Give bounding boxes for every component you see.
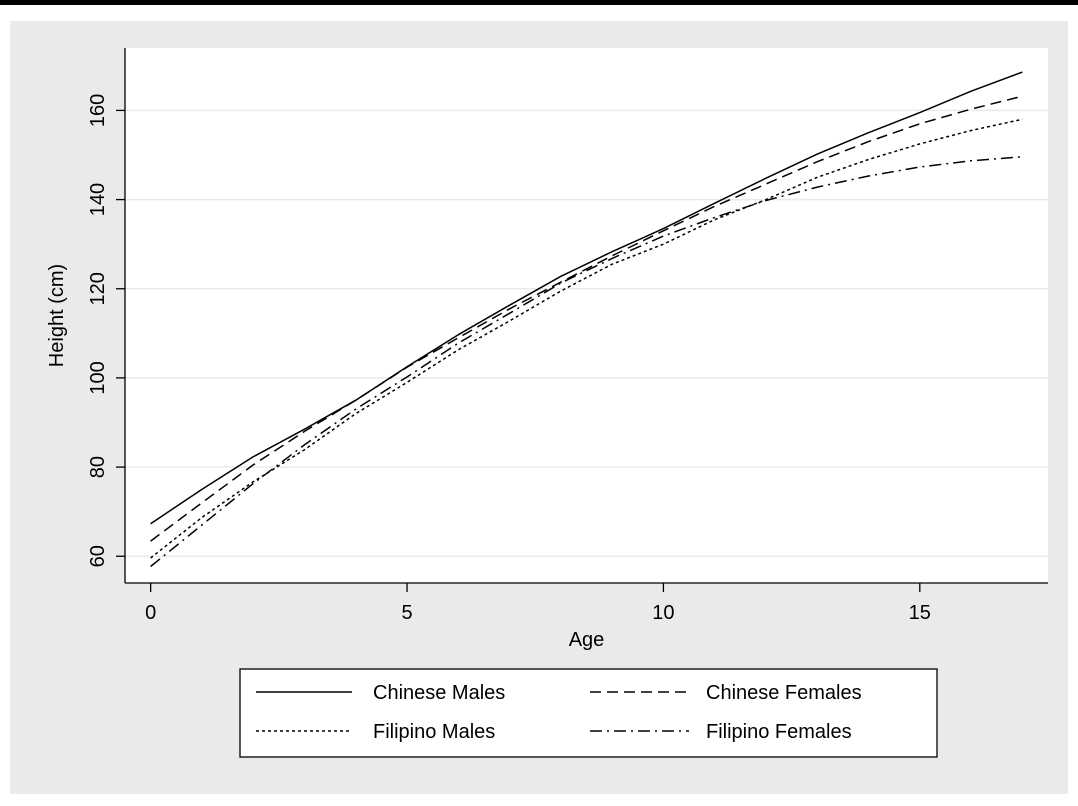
series-lines xyxy=(150,71,1023,568)
y-tick-label: 80 xyxy=(87,456,109,478)
x-tick-label: 15 xyxy=(909,602,931,624)
top-rule xyxy=(0,0,1078,5)
series-line-filipino-males xyxy=(150,118,1023,559)
y-axis-title: Height (cm) xyxy=(46,264,68,367)
series-line-chinese-males xyxy=(150,71,1023,525)
legend-label: Filipino Females xyxy=(706,721,852,743)
series-line-chinese-females xyxy=(150,95,1023,542)
x-tick-label: 5 xyxy=(401,602,412,624)
legend-label: Filipino Males xyxy=(373,721,495,743)
legend-label: Chinese Females xyxy=(706,682,862,704)
x-axis-title: Age xyxy=(569,629,605,651)
y-tick-label: 60 xyxy=(87,545,109,567)
series-line-filipino-females xyxy=(150,156,1023,568)
x-tick-label: 0 xyxy=(145,602,156,624)
legend-label: Chinese Males xyxy=(373,682,505,704)
y-tick-label: 140 xyxy=(87,183,109,216)
y-tick-label: 100 xyxy=(87,361,109,394)
legend-box xyxy=(239,668,938,758)
gridlines xyxy=(125,48,1048,583)
legend: Chinese Males Chinese Females Filipino Mal… xyxy=(239,668,938,758)
axes: 60 80 100 120 140 160 0 5 10 15 Age Height (cm) xyxy=(46,48,1048,651)
x-tick-label: 10 xyxy=(652,602,674,624)
y-tick-label: 120 xyxy=(87,272,109,305)
plot-area xyxy=(125,48,1048,583)
y-tick-label: 160 xyxy=(87,94,109,127)
